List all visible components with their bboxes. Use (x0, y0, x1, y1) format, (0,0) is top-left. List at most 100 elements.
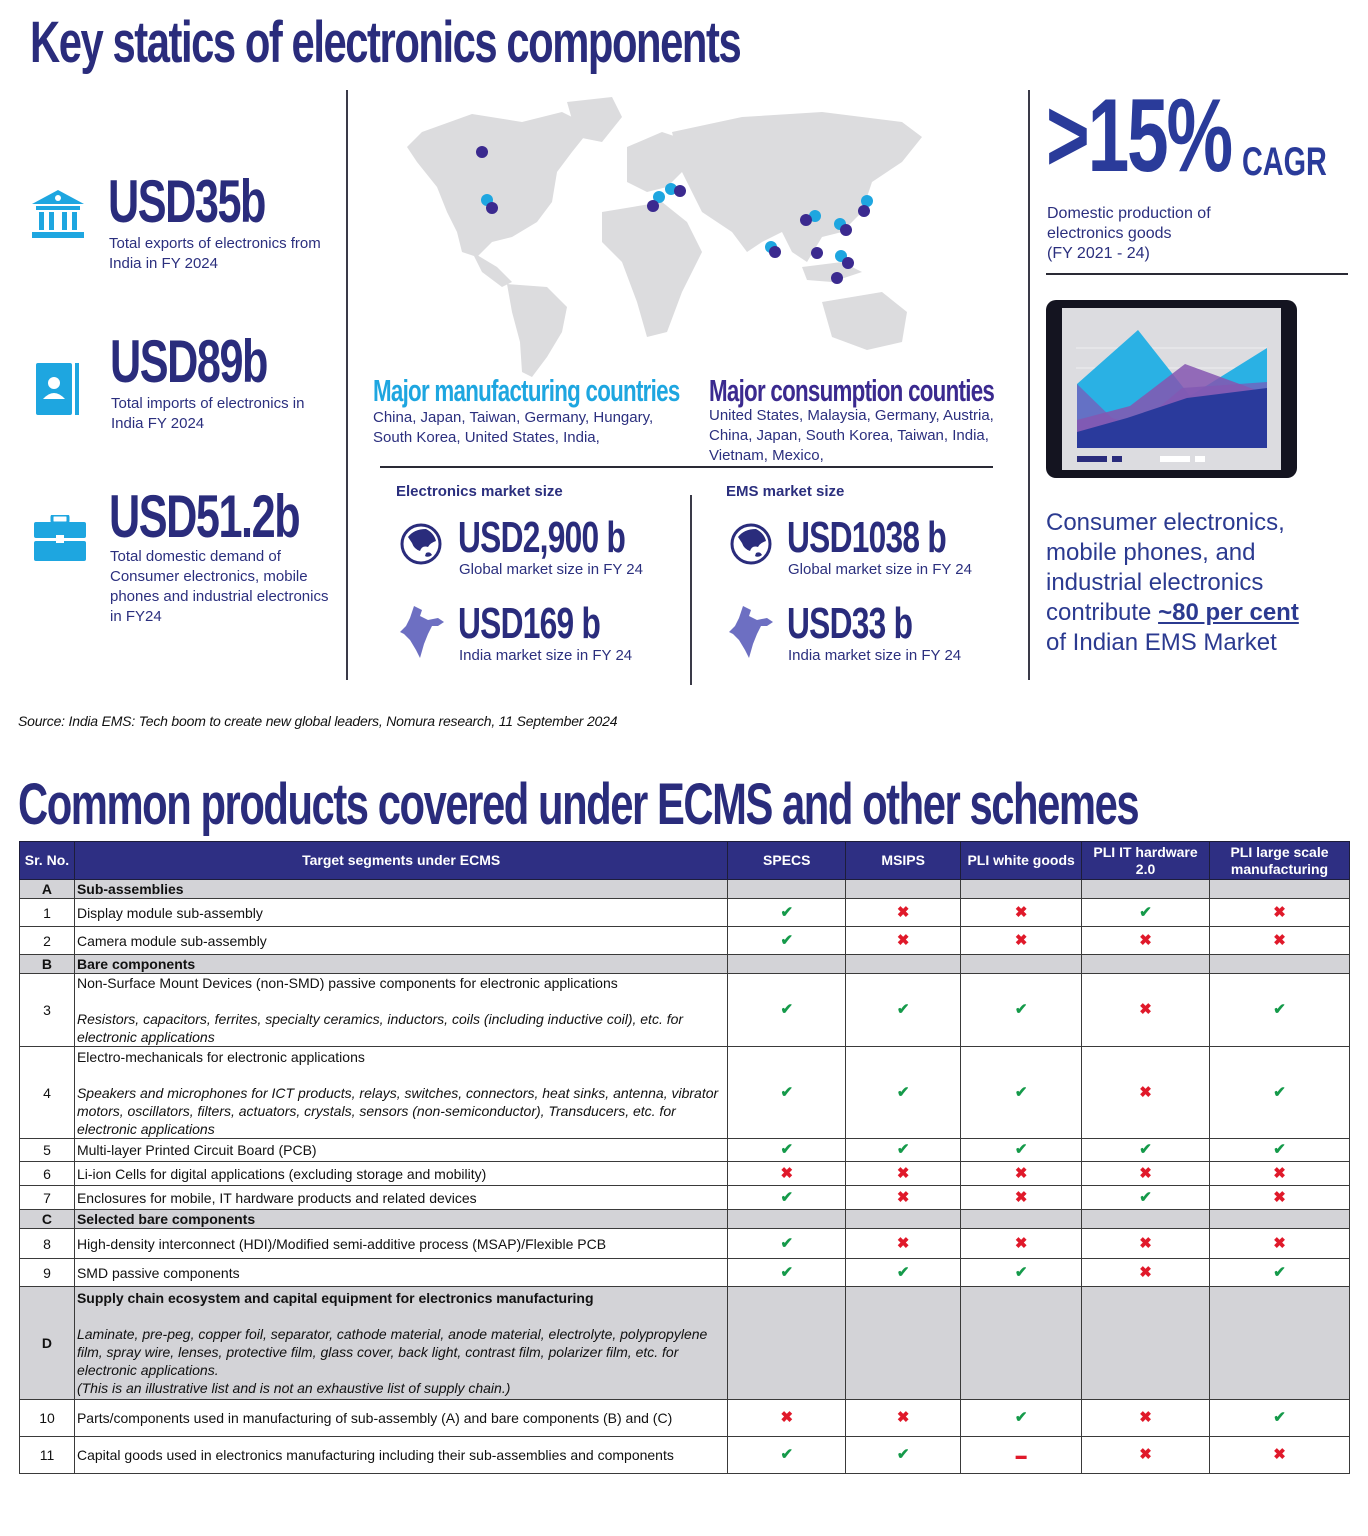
divider (380, 466, 993, 468)
segment-title: SMD passive components (76, 1264, 240, 1281)
empty-cell (845, 879, 962, 899)
scheme-coverage-cell: ✔ (845, 973, 962, 1047)
cross-icon: ✖ (1273, 1164, 1286, 1182)
divider (1046, 273, 1348, 275)
table-row: 10 Parts/components used in manufacturing… (19, 1399, 1350, 1437)
divider (690, 495, 692, 685)
table-row: 1 Display module sub-assembly ✔ ✖ ✖ ✔ ✖ (19, 898, 1350, 927)
cagr-description-line: Domestic production of (1047, 205, 1211, 222)
section-title: Common products covered under ECMS and o… (18, 772, 1140, 837)
section-title: Bare components (76, 956, 196, 972)
table-row: 9 SMD passive components ✔ ✔ ✔ ✖ ✔ (19, 1258, 1350, 1287)
scheme-coverage-cell: ✔ (845, 1138, 962, 1162)
segment-title: Electro-mechanicals for electronic appli… (76, 1048, 365, 1065)
cross-icon: ✖ (1139, 931, 1152, 949)
segment-description: Bare components (73, 954, 729, 974)
cagr-description: Domestic production of electronics goods… (1047, 204, 1211, 264)
globe-icon (730, 523, 772, 570)
scheme-coverage-cell: ✔ (727, 1185, 847, 1210)
serial-number: 9 (19, 1258, 75, 1287)
scheme-coverage-cell: ✖ (845, 898, 962, 927)
scheme-coverage-cell: ✔ (845, 1258, 962, 1287)
check-icon: ✔ (1139, 1188, 1152, 1206)
segment-description: Parts/components used in manufacturing o… (73, 1399, 729, 1437)
segment-description: Display module sub-assembly (73, 898, 729, 927)
manufacturing-countries: China, Japan, Taiwan, Germany, Hungary, … (373, 409, 654, 446)
serial-number: B (19, 954, 75, 974)
ems-global-description: Global market size in FY 24 (788, 561, 972, 578)
scheme-coverage-cell: ✔ (845, 1046, 962, 1139)
scheme-coverage-cell: ✔ (845, 1436, 962, 1474)
scheme-coverage-cell: ✖ (1081, 926, 1210, 955)
scheme-coverage-cell: ✖ (727, 1161, 847, 1186)
segment-description: Enclosures for mobile, IT hardware produ… (73, 1185, 729, 1210)
cross-icon: ✖ (896, 931, 910, 949)
stat-value: USD89b (110, 328, 268, 395)
scheme-coverage-cell: ✖ (1209, 1185, 1350, 1210)
scheme-coverage-cell: ✖ (1081, 973, 1210, 1047)
table-row: 3 Non-Surface Mount Devices (non-SMD) pas… (19, 973, 1350, 1047)
scheme-coverage-cell: ✔ (960, 1138, 1083, 1162)
electronics-global-description: Global market size in FY 24 (459, 561, 643, 578)
cross-icon: ✖ (780, 1409, 794, 1426)
electronics-india-value: USD169 b (458, 599, 601, 648)
cagr-description-line: electronics goods (1047, 225, 1172, 242)
empty-cell (727, 1286, 847, 1400)
segment-description: Li-ion Cells for digital applications (e… (73, 1161, 729, 1186)
india-map-icon (727, 604, 775, 665)
empty-cell (1081, 954, 1210, 974)
check-icon: ✔ (780, 903, 794, 921)
scheme-coverage-cell: ✖ (1209, 1228, 1350, 1259)
segment-description: Non-Surface Mount Devices (non-SMD) pass… (73, 973, 729, 1047)
check-icon: ✔ (1014, 1141, 1028, 1158)
india-map-icon (398, 604, 446, 665)
contribution-line: of Indian EMS Market (1046, 629, 1277, 656)
cross-icon: ✖ (1139, 1001, 1152, 1018)
empty-cell (845, 954, 962, 974)
check-icon: ✔ (1014, 1263, 1028, 1281)
check-icon: ✔ (780, 931, 794, 949)
scheme-coverage-cell: ✔ (960, 1046, 1083, 1139)
check-icon: ✔ (1014, 1083, 1028, 1101)
serial-number: 11 (19, 1436, 75, 1474)
check-icon: ✔ (1273, 1001, 1286, 1018)
empty-cell (845, 1209, 962, 1229)
cross-icon: ✖ (896, 1409, 910, 1426)
ecms-schemes-table: Sr. No. Target segments under ECMS SPECS… (19, 841, 1350, 1474)
cross-icon: ✖ (1273, 903, 1286, 921)
segment-description: Camera module sub-assembly (73, 926, 729, 955)
cross-icon: ✖ (1139, 1164, 1152, 1182)
scheme-coverage-cell: ✖ (845, 1161, 962, 1186)
briefcase-icon (34, 513, 86, 566)
check-icon: ✔ (780, 1083, 794, 1101)
cagr-description-line: (FY 2021 - 24) (1047, 245, 1150, 262)
check-icon: ✔ (1014, 1409, 1028, 1426)
empty-cell (1081, 1209, 1210, 1229)
contribution-line: Consumer electronics, (1046, 509, 1285, 536)
cross-icon: ✖ (1273, 1188, 1286, 1206)
segment-description: Sub-assemblies (73, 879, 729, 899)
column-header: MSIPS (845, 841, 962, 880)
table-row: 11 Capital goods used in electronics manu… (19, 1436, 1350, 1474)
check-icon: ✔ (1273, 1409, 1286, 1426)
section-row: D Supply chain ecosystem and capital equi… (19, 1286, 1350, 1400)
column-header: PLI white goods (960, 841, 1083, 880)
cross-icon: ✖ (1014, 931, 1028, 949)
check-icon: ✔ (1273, 1263, 1286, 1281)
segment-title: Multi-layer Printed Circuit Board (PCB) (76, 1142, 317, 1158)
cross-icon: ✖ (1014, 903, 1028, 921)
empty-cell (845, 1286, 962, 1400)
stat-description: Total exports of electronics from India … (109, 235, 321, 272)
scheme-coverage-cell: ✖ (960, 1185, 1083, 1210)
scheme-coverage-cell: ✖ (727, 1399, 847, 1437)
cross-icon: ✖ (896, 1164, 910, 1182)
section-row: C Selected bare components (19, 1209, 1350, 1229)
segment-title: Parts/components used in manufacturing o… (76, 1410, 673, 1426)
consumption-heading: Major consumption counties (709, 373, 995, 408)
check-icon: ✔ (1139, 1141, 1152, 1158)
cross-icon: ✖ (1139, 1446, 1152, 1463)
cross-icon: ✖ (1014, 1188, 1028, 1206)
serial-number: 10 (19, 1399, 75, 1437)
segment-title: Li-ion Cells for digital applications (e… (76, 1165, 487, 1182)
cross-icon: ✖ (1014, 1164, 1028, 1182)
